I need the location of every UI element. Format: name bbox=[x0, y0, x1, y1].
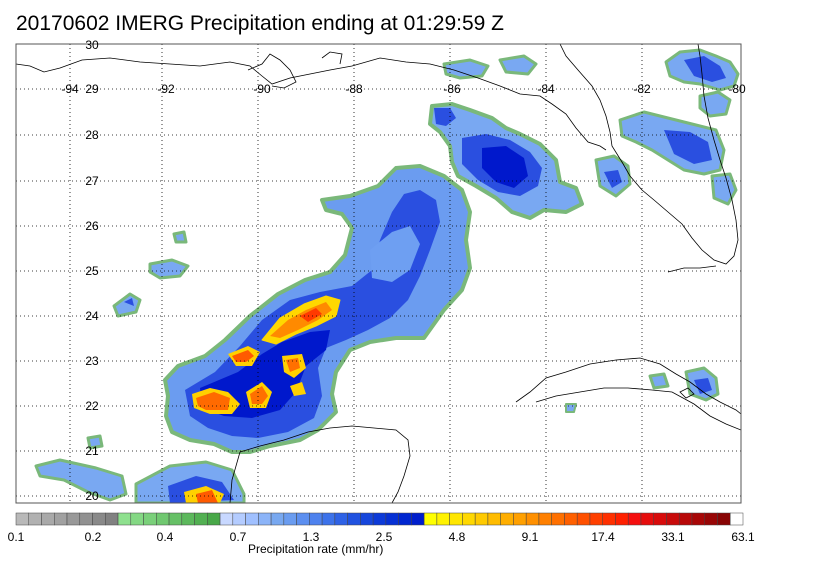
lat-label: 25 bbox=[85, 264, 99, 278]
lon-label: -90 bbox=[253, 82, 271, 96]
colorbar-swatch bbox=[615, 512, 629, 526]
colorbar-swatch bbox=[474, 512, 489, 526]
colorbar-swatch bbox=[678, 512, 693, 526]
colorbar-swatch bbox=[717, 512, 731, 526]
lon-label: -86 bbox=[443, 82, 461, 96]
colorbar-swatch bbox=[245, 512, 259, 526]
colorbar-swatch bbox=[538, 512, 552, 526]
colorbar-swatch bbox=[398, 512, 412, 526]
colorbar-swatch bbox=[117, 512, 132, 526]
colorbar-swatch bbox=[66, 512, 81, 526]
colorbar-tick-label: 0.7 bbox=[230, 530, 247, 544]
colorbar-swatch bbox=[385, 512, 399, 526]
colorbar-swatch bbox=[602, 512, 616, 526]
colorbar-swatch bbox=[449, 512, 463, 526]
colorbar-swatch bbox=[283, 512, 297, 526]
colorbar-swatch bbox=[334, 512, 348, 526]
colorbar-title: Precipitation rate (mm/hr) bbox=[248, 542, 384, 556]
colorbar-swatch bbox=[232, 512, 246, 526]
colorbar-swatch bbox=[181, 512, 195, 526]
colorbar-swatch bbox=[423, 512, 438, 526]
colorbar-swatch bbox=[41, 512, 55, 526]
colorbar-swatch bbox=[627, 512, 642, 526]
lat-label: 21 bbox=[85, 444, 99, 458]
lat-label: 26 bbox=[85, 219, 99, 233]
lat-label: 29 bbox=[85, 82, 99, 96]
colorbar-swatch bbox=[54, 512, 68, 526]
colorbar-swatch bbox=[551, 512, 565, 526]
lat-label: 24 bbox=[85, 309, 99, 323]
colorbar-tick-labels: 0.1 0.2 0.4 0.7 1.3 2.5 4.8 9.1 17.4 33.… bbox=[8, 530, 755, 544]
colorbar-swatch bbox=[525, 512, 540, 526]
colorbar-swatch bbox=[730, 512, 744, 526]
colorbar-swatch bbox=[219, 512, 234, 526]
lat-label: 23 bbox=[85, 354, 99, 368]
colorbar-swatch bbox=[130, 512, 144, 526]
colorbar-swatch bbox=[309, 512, 323, 526]
latitude-labels: 30 29 28 27 26 25 24 23 22 21 20 bbox=[85, 38, 99, 503]
colorbar-swatch bbox=[360, 512, 374, 526]
colorbar-swatch bbox=[347, 512, 361, 526]
colorbar-swatch bbox=[296, 512, 310, 526]
lon-label: -88 bbox=[345, 82, 363, 96]
colorbar-swatch bbox=[372, 512, 387, 526]
graticule bbox=[16, 44, 741, 503]
colorbar-swatch bbox=[92, 512, 106, 526]
colorbar-swatch bbox=[666, 512, 680, 526]
colorbar-swatch bbox=[704, 512, 718, 526]
longitude-labels: -94 -92 -90 -88 -86 -84 -82 -80 bbox=[61, 82, 746, 96]
colorbar-tick-label: 63.1 bbox=[731, 530, 755, 544]
colorbar-tick-label: 17.4 bbox=[591, 530, 615, 544]
colorbar-swatch bbox=[653, 512, 667, 526]
colorbar-swatch bbox=[15, 512, 29, 526]
colorbar-swatch bbox=[105, 512, 119, 526]
colorbar-swatch bbox=[640, 512, 654, 526]
colorbar-swatch bbox=[411, 512, 425, 526]
colorbar-swatch bbox=[500, 512, 514, 526]
lat-label: 20 bbox=[85, 489, 99, 503]
colorbar-swatch bbox=[436, 512, 450, 526]
lon-label: -92 bbox=[157, 82, 175, 96]
lat-label: 30 bbox=[85, 38, 99, 52]
precip-fields bbox=[34, 48, 740, 503]
lat-label: 27 bbox=[85, 174, 99, 188]
colorbar-swatch bbox=[28, 512, 42, 526]
map-frame bbox=[15, 43, 742, 504]
colorbar-tick-label: 4.8 bbox=[449, 530, 466, 544]
colorbar-swatch bbox=[589, 512, 603, 526]
colorbar-swatch bbox=[168, 512, 183, 526]
colorbar-tick-label: 0.1 bbox=[8, 530, 25, 544]
colorbar-tick-label: 1.3 bbox=[303, 530, 320, 544]
colorbar-swatch bbox=[487, 512, 501, 526]
colorbar-swatch bbox=[576, 512, 591, 526]
lon-label: -82 bbox=[633, 82, 651, 96]
colorbar-swatch bbox=[207, 512, 221, 526]
coastlines bbox=[16, 44, 741, 503]
colorbar-tick-label: 33.1 bbox=[661, 530, 685, 544]
colorbar-swatch bbox=[513, 512, 527, 526]
colorbar-swatch bbox=[270, 512, 285, 526]
colorbar-swatch bbox=[564, 512, 578, 526]
lon-label: -80 bbox=[728, 82, 746, 96]
colorbar bbox=[15, 512, 744, 526]
colorbar-swatch bbox=[462, 512, 476, 526]
colorbar-tick-label: 0.4 bbox=[157, 530, 174, 544]
colorbar-tick-label: 2.5 bbox=[376, 530, 393, 544]
lon-label: -94 bbox=[61, 82, 79, 96]
lat-label: 28 bbox=[85, 128, 99, 142]
lat-label: 22 bbox=[85, 399, 99, 413]
colorbar-swatch bbox=[79, 512, 93, 526]
colorbar-tick-label: 9.1 bbox=[522, 530, 539, 544]
colorbar-swatch bbox=[143, 512, 157, 526]
colorbar-swatch bbox=[258, 512, 272, 526]
colorbar-swatch bbox=[194, 512, 208, 526]
colorbar-swatch bbox=[321, 512, 336, 526]
colorbar-swatch bbox=[156, 512, 170, 526]
colorbar-tick-label: 0.2 bbox=[85, 530, 102, 544]
lon-label: -84 bbox=[537, 82, 555, 96]
colorbar-swatch bbox=[691, 512, 705, 526]
page-title: 20170602 IMERG Precipitation ending at 0… bbox=[16, 12, 504, 35]
